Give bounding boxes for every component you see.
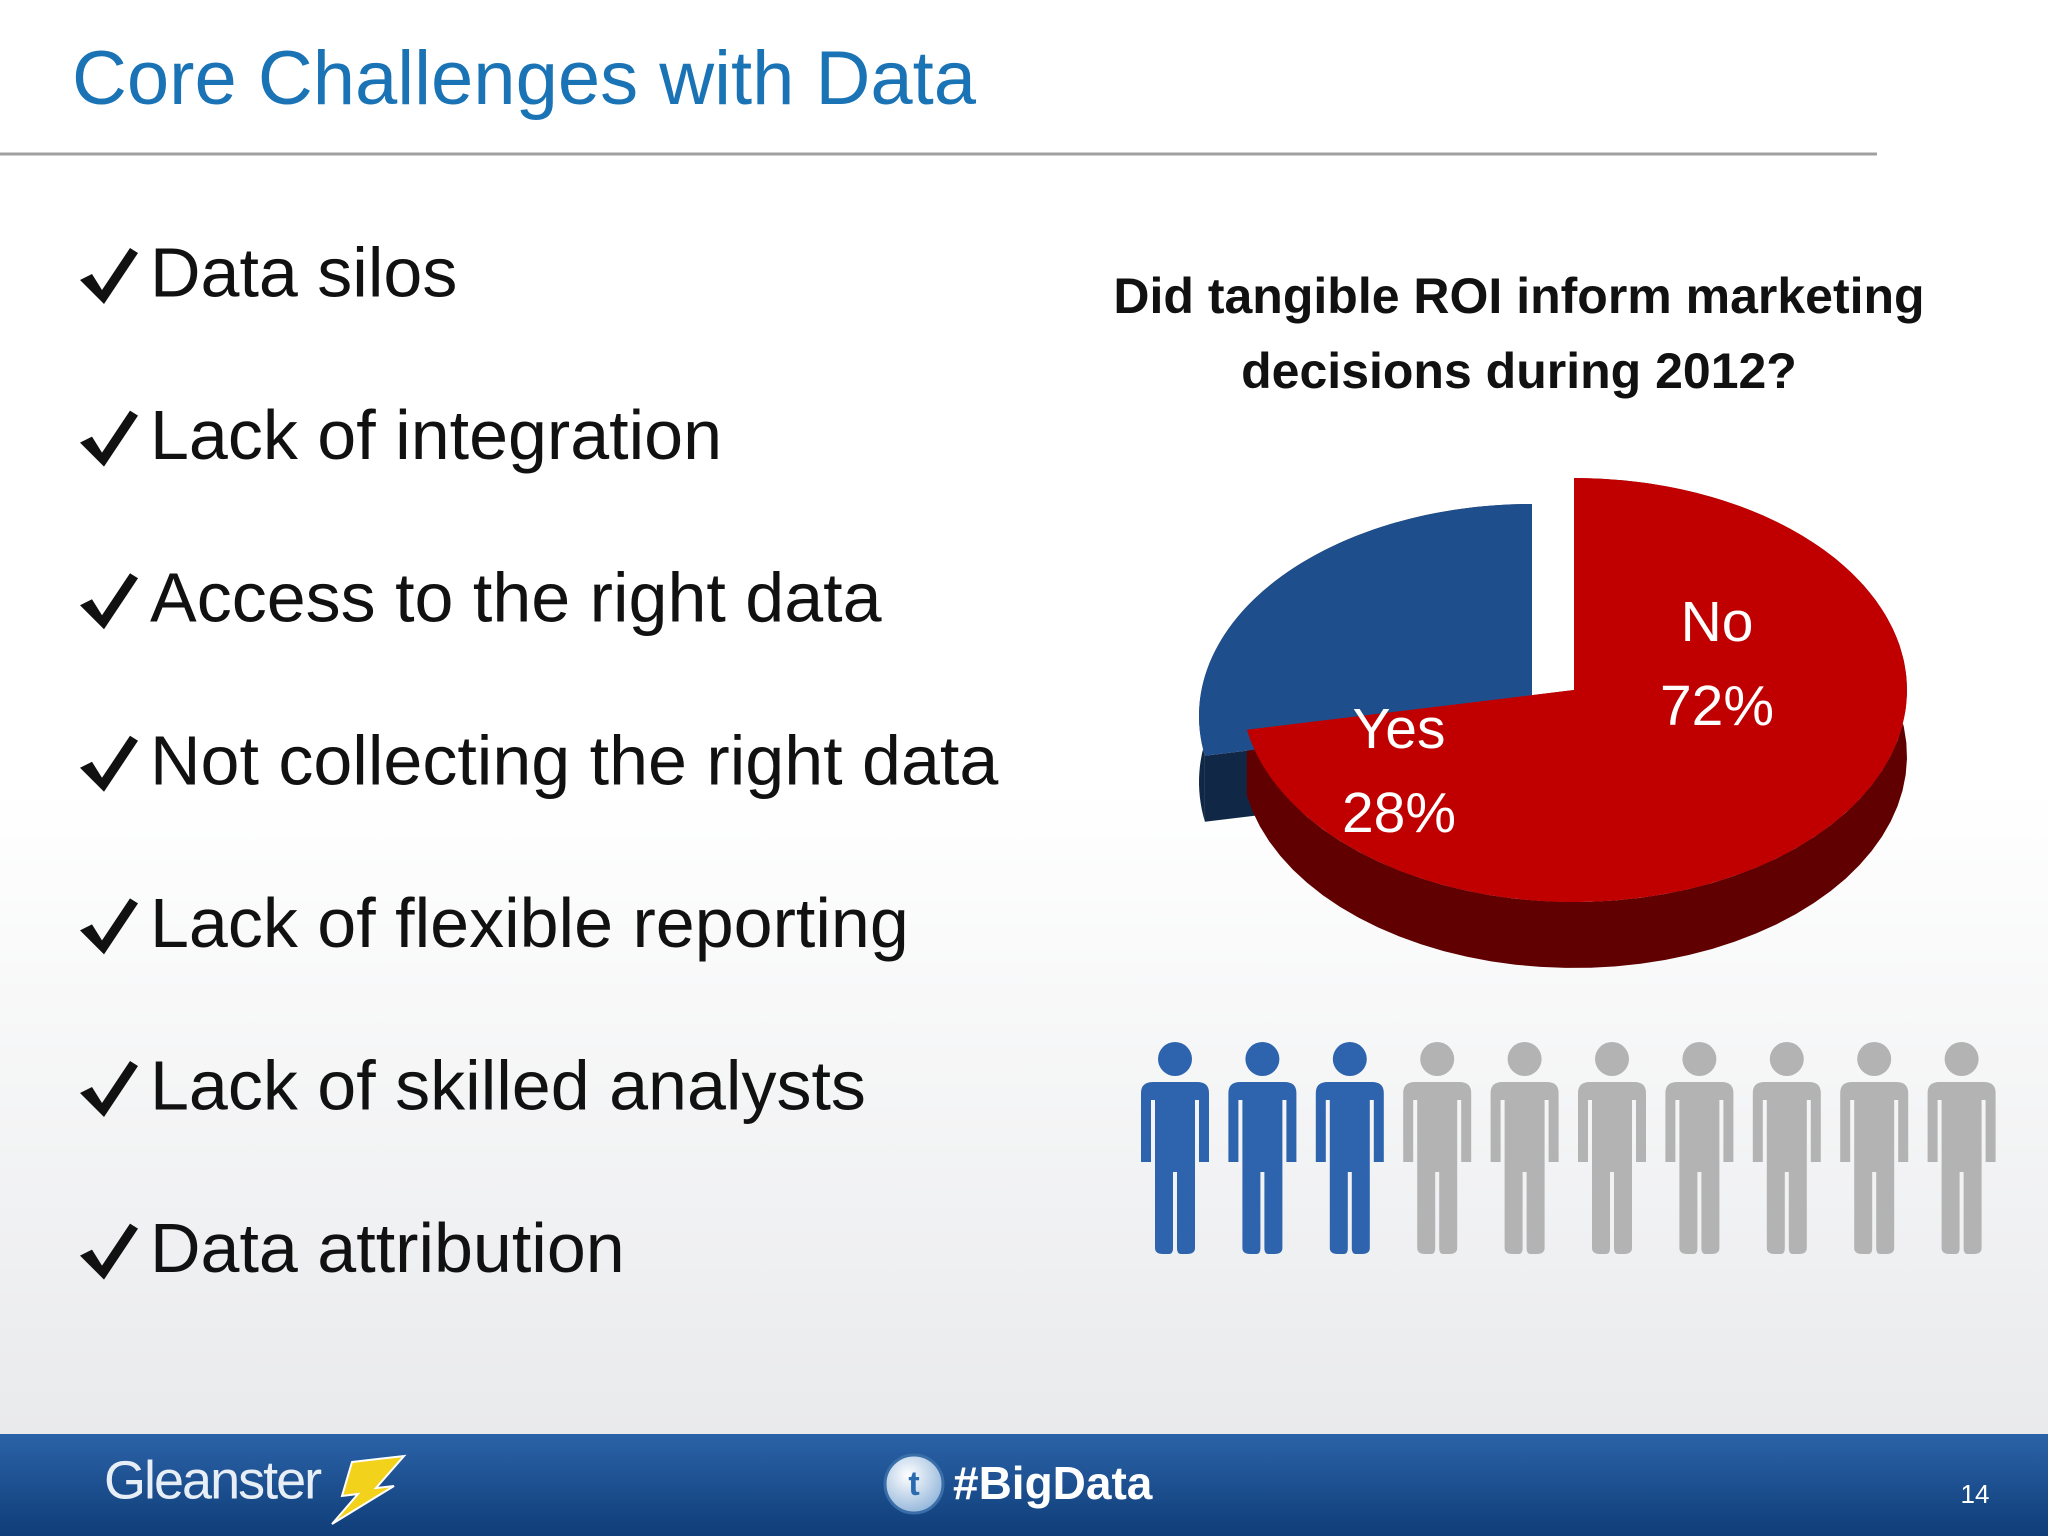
person-body	[1578, 1082, 1646, 1254]
person-body	[1490, 1082, 1559, 1254]
person-head	[1682, 1042, 1717, 1076]
check-mark	[80, 1223, 138, 1280]
person-body	[1665, 1082, 1734, 1254]
person-head	[1245, 1042, 1280, 1076]
bullet-text: Lack of flexible reporting	[150, 884, 909, 962]
check-mark	[80, 735, 138, 792]
chart-title: Did tangible ROI inform marketing	[1113, 268, 1924, 324]
person-body	[1141, 1082, 1209, 1254]
twitter-glyph: t	[908, 1465, 919, 1503]
bullet-text: Data silos	[150, 233, 457, 311]
pie-slice	[1199, 504, 1532, 756]
check-mark	[80, 898, 138, 955]
person-head	[1769, 1042, 1804, 1076]
pie-label-value: 28%	[1342, 781, 1456, 845]
pie-label-category: Yes	[1353, 697, 1446, 761]
bullet-list: Data silos Lack of integration Access to t…	[80, 233, 998, 1287]
person-body	[1927, 1082, 1996, 1254]
slide-title: Core Challenges with Data	[72, 36, 977, 121]
person-body	[1840, 1082, 1909, 1254]
person-head	[1420, 1042, 1455, 1076]
twitter-icon	[883, 1453, 945, 1515]
check-mark	[80, 248, 138, 304]
footer-hashtag: #BigData	[953, 1457, 1153, 1509]
pie-label-category: No	[1681, 590, 1754, 654]
person-body	[1752, 1082, 1821, 1254]
pie-label-value: 72%	[1660, 674, 1774, 738]
bullet-text: Not collecting the right data	[150, 721, 998, 799]
pie-slice	[1246, 478, 1907, 903]
check-mark	[80, 1061, 138, 1117]
person-head	[1595, 1042, 1629, 1076]
bullet-text: Access to the right data	[150, 559, 882, 637]
chart-title-line: decisions during 2012?	[1241, 343, 1797, 399]
person-head	[1507, 1042, 1542, 1076]
chart-title: decisions during 2012?	[1241, 343, 1797, 399]
person-head	[1158, 1042, 1192, 1076]
person-body	[1315, 1082, 1384, 1254]
person-head	[1857, 1042, 1892, 1076]
person-head	[1944, 1042, 1979, 1076]
footer-brand: Gleanster	[104, 1450, 322, 1510]
bullet-text: Lack of integration	[150, 396, 722, 474]
check-mark	[80, 573, 138, 630]
person-body	[1403, 1082, 1472, 1254]
brand-logo	[331, 1454, 407, 1525]
page-number: 14	[1961, 1479, 1990, 1509]
bullet-text: Lack of skilled analysts	[150, 1046, 866, 1124]
person-head	[1332, 1042, 1367, 1076]
chart-title-line: Did tangible ROI inform marketing	[1113, 268, 1924, 324]
pie-chart: Yes 28% No 72%	[1199, 478, 1907, 968]
bullet-text: Data attribution	[150, 1209, 625, 1287]
people-icons	[1141, 1042, 1996, 1254]
check-mark	[80, 410, 138, 467]
person-body	[1228, 1082, 1297, 1254]
